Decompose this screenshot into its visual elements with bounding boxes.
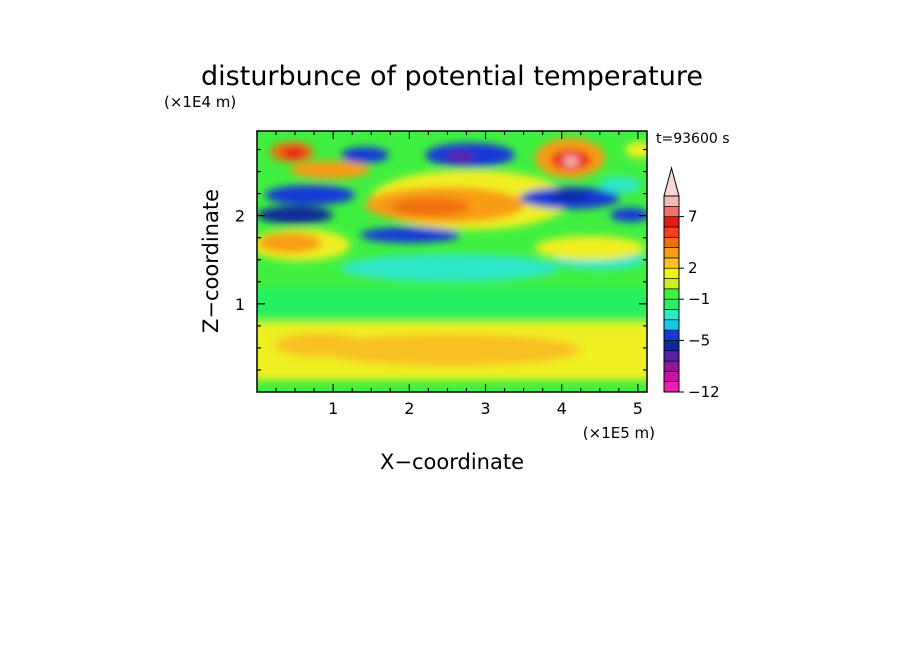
x-unit-label: (×1E5 m) [583,424,655,442]
field-blob-lower-orange [320,334,580,366]
plot-frame [256,130,648,393]
field-blob-pink-top-right [563,156,579,166]
field-blob-blue-ridge-1 [265,185,355,205]
x-axis-label: X−coordinate [380,450,524,474]
colorbar-extend-triangle [663,166,680,197]
field-blob-orange-top-left [290,161,370,179]
x-tick-label: 1 [328,399,338,418]
colorbar-segment [663,195,680,207]
colorbar-segment [663,247,680,259]
y-tick-label: 1 [235,295,245,314]
colorbar-tick-label: −1 [688,290,710,308]
x-tick-label: 2 [404,399,414,418]
colorbar-tick-label: −5 [688,331,710,349]
colorbar-segment [663,371,680,382]
field-blob-center-darkorange [390,198,470,216]
colorbar-tick-label: 2 [688,259,698,277]
field-blob-mid-cyan [340,254,560,282]
field-blob-blue-far-right [610,208,647,222]
field-blob-upper-yellow-right [535,236,645,260]
colorbar-segment [663,298,680,310]
field-blob-purple-top-center [446,151,474,163]
colorbar-segment [663,340,680,352]
colorbar-segment [663,206,680,217]
colorbar-segment [663,309,680,321]
colorbar-frame [663,195,680,393]
colorbar-segment [663,236,680,248]
y-axis: 12 [235,148,647,371]
field-blob-blue-top-left2 [341,147,389,163]
colorbar-segment [663,278,680,290]
colorbar: 7 2 −1 −5 −12 [663,166,720,401]
colorbar-segment [663,360,680,372]
field-blob-darkblue-right-ridge [550,191,590,201]
x-tick-label: 4 [557,399,567,418]
y-tick-label: 2 [235,207,245,226]
colorbar-segment [663,267,680,279]
colorbar-segment [663,329,680,341]
x-axis: 1 2 3 4 5 [275,131,643,418]
colorbar-segment [663,257,680,269]
y-axis-label: Z−coordinate [199,189,223,333]
field-blob-upper-orange-left [258,233,322,253]
colorbar-segment [663,226,680,238]
field-blob-red-upper-left-core [282,147,306,159]
colorbar-segment [663,216,680,228]
y-unit-label: (×1E4 m) [164,93,236,111]
chart-title: disturbunce of potential temperature [201,61,703,92]
colorbar-tick-label: 7 [688,208,698,226]
field-band-mid-green [257,288,647,318]
field-blob-lower-orange-left [275,333,365,357]
contour-field [257,131,647,392]
field-blob-yellow-top-right2 [625,142,647,158]
field-blob-cyan-top-right [598,177,642,193]
x-tick-label: 5 [633,399,643,418]
colorbar-segment [663,319,680,331]
colorbar-segment [663,381,680,393]
colorbar-tick-label: −12 [688,383,720,401]
x-tick-label: 3 [480,399,490,418]
field-blob-blue-ridge-2 [257,206,333,224]
field-blob-blue-lower-center [360,227,460,243]
colorbar-segment [663,350,680,362]
time-label: t=93600 s [656,131,730,147]
colorbar-segment [663,288,680,300]
